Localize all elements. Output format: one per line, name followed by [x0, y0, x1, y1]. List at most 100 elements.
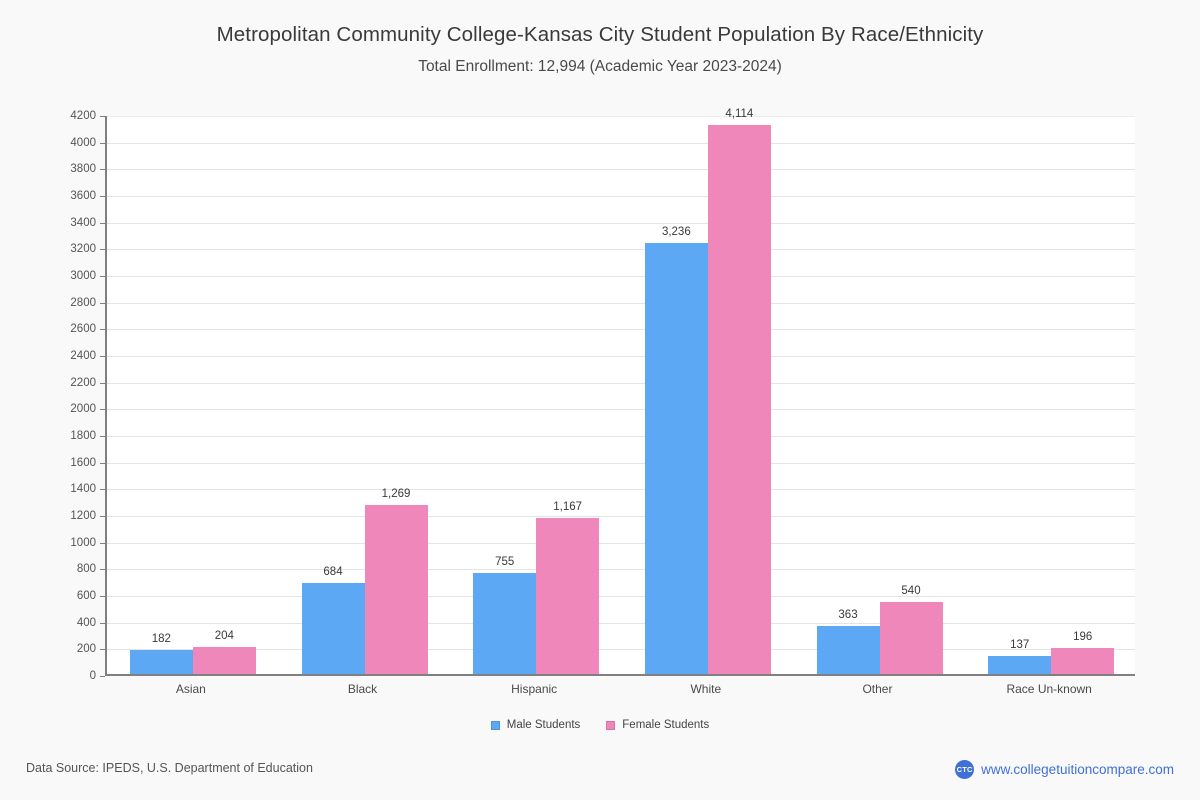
- gridline: [107, 249, 1135, 251]
- bar-male[interactable]: 182: [129, 633, 193, 674]
- x-tick-label: Black: [347, 682, 378, 696]
- gridline: [107, 516, 1135, 517]
- gridline: [107, 222, 1135, 224]
- y-tick-mark: [100, 462, 105, 464]
- y-tick-mark: [100, 436, 105, 437]
- chart-legend: Male Students Female Students: [0, 718, 1200, 732]
- bar-value-label: 684: [323, 565, 343, 578]
- y-tick-label: 400: [76, 616, 96, 629]
- bar-value-label: 137: [1010, 638, 1030, 651]
- y-tick-mark: [100, 196, 105, 197]
- y-tick-mark: [100, 649, 105, 651]
- gridline: [107, 649, 1135, 651]
- y-tick-label: 1600: [70, 456, 96, 469]
- y-tick-label: 3400: [70, 216, 96, 229]
- bar-value-label: 3,236: [661, 225, 691, 238]
- y-tick-label: 3800: [70, 163, 96, 176]
- legend-swatch-icon: [606, 720, 616, 730]
- gridline: [107, 409, 1135, 411]
- x-tick-label: Asian: [175, 682, 206, 696]
- bar-male[interactable]: 755: [473, 556, 537, 674]
- bar-female[interactable]: 204: [192, 630, 256, 674]
- legend-item-female[interactable]: Female Students: [606, 718, 709, 732]
- y-tick-mark: [100, 516, 105, 517]
- site-url-link[interactable]: www.collegetuitioncompare.com: [981, 761, 1174, 777]
- gridline: [107, 489, 1135, 491]
- y-tick-mark: [100, 676, 105, 677]
- legend-swatch-icon: [490, 720, 500, 730]
- x-tick-label: Race Un-known: [1006, 682, 1092, 696]
- y-tick-mark: [100, 222, 105, 224]
- bar-female[interactable]: 196: [1051, 631, 1115, 674]
- y-tick-label: 4000: [70, 136, 96, 149]
- gridline: [107, 542, 1135, 544]
- y-tick-label: 3600: [70, 190, 96, 202]
- bar-female[interactable]: 1,269: [364, 488, 428, 674]
- bar-male[interactable]: 684: [301, 566, 365, 674]
- y-tick-mark: [100, 542, 105, 544]
- x-tick-label: Other: [862, 682, 893, 696]
- gridline: [107, 382, 1135, 384]
- y-tick-mark: [100, 569, 105, 571]
- y-tick-label: 1200: [70, 510, 96, 522]
- gridline: [107, 622, 1135, 624]
- chart-subtitle: Total Enrollment: 12,994 (Academic Year …: [418, 58, 782, 75]
- y-tick-mark: [100, 276, 105, 277]
- gridline: [107, 116, 1135, 117]
- y-tick-label: 3200: [70, 243, 96, 256]
- y-tick-label: 2600: [70, 323, 96, 336]
- y-tick-label: 2800: [70, 296, 96, 309]
- gridline: [107, 302, 1135, 304]
- y-tick-mark: [100, 596, 105, 597]
- bar-group: 182 204: [129, 116, 256, 674]
- bar-group: 684 1,269: [301, 116, 428, 674]
- y-tick-label: 1000: [70, 536, 96, 549]
- bar-male[interactable]: 3,236: [644, 226, 708, 674]
- y-tick-mark: [100, 142, 105, 144]
- bar-female[interactable]: 1,167: [536, 501, 600, 674]
- plot-area: 182 204 684 1,269 755 1,167 3,236 4,114 363 540 13…: [105, 108, 1135, 676]
- bar-value-label: 1,167: [553, 501, 583, 514]
- chart-header: Metropolitan Community College-Kansas Ci…: [0, 0, 1200, 78]
- y-tick-mark: [100, 356, 105, 357]
- y-tick-mark: [100, 169, 105, 171]
- y-tick-label: 2400: [70, 350, 96, 362]
- bar-value-label: 204: [214, 629, 234, 642]
- bar-value-label: 363: [838, 608, 858, 621]
- y-tick-label: 0: [89, 670, 96, 682]
- y-tick-label: 4200: [70, 110, 96, 122]
- gridline: [107, 569, 1135, 571]
- chart-footer: Data Source: IPEDS, U.S. Department of E…: [0, 760, 1200, 800]
- gridline: [107, 329, 1135, 331]
- y-tick-mark: [100, 382, 105, 384]
- chart-title: Metropolitan Community College-Kansas Ci…: [216, 23, 984, 46]
- x-tick-label: Hispanic: [511, 682, 558, 696]
- bar-male[interactable]: 363: [816, 609, 880, 674]
- gridline: [107, 436, 1135, 437]
- site-credit[interactable]: CTC www.collegetuitioncompare.com: [955, 760, 1174, 779]
- y-tick-label: 200: [76, 643, 96, 656]
- y-tick-label: 2200: [70, 376, 96, 389]
- bar-male[interactable]: 137: [988, 639, 1052, 674]
- ctc-logo-icon: CTC: [955, 760, 975, 779]
- data-source-note: Data Source: IPEDS, U.S. Department of E…: [26, 761, 313, 775]
- y-tick-mark: [100, 116, 105, 117]
- bar-female[interactable]: 540: [879, 585, 943, 674]
- legend-item-male[interactable]: Male Students: [490, 718, 581, 732]
- gridline: [107, 596, 1135, 597]
- bar-female[interactable]: 4,114: [707, 108, 771, 674]
- bar-value-label: 540: [901, 585, 921, 597]
- bar-value-label: 1,269: [381, 487, 411, 500]
- y-tick-mark: [100, 249, 105, 251]
- y-tick-label: 1400: [70, 483, 96, 496]
- y-tick-label: 800: [76, 563, 96, 576]
- gridline: [107, 462, 1135, 464]
- y-tick-mark: [100, 302, 105, 304]
- gridline: [107, 356, 1135, 357]
- y-tick-mark: [100, 329, 105, 331]
- gridline: [107, 169, 1135, 171]
- bar-value-label: 196: [1073, 630, 1093, 643]
- y-tick-label: 3000: [70, 270, 96, 282]
- gridline: [107, 142, 1135, 144]
- legend-label: Male Students: [506, 719, 581, 731]
